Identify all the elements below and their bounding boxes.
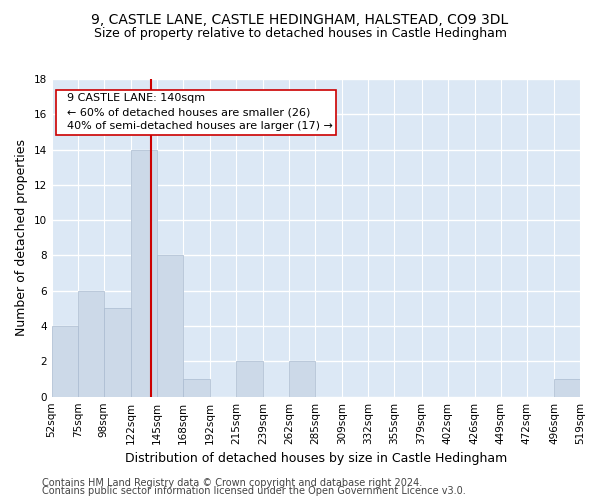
Text: Contains public sector information licensed under the Open Government Licence v3: Contains public sector information licen… [42, 486, 466, 496]
Bar [289, 362, 315, 396]
X-axis label: Distribution of detached houses by size in Castle Hedingham: Distribution of detached houses by size … [125, 452, 507, 465]
Bar [554, 379, 580, 396]
Bar [104, 308, 131, 396]
Text: 9, CASTLE LANE, CASTLE HEDINGHAM, HALSTEAD, CO9 3DL: 9, CASTLE LANE, CASTLE HEDINGHAM, HALSTE… [91, 12, 509, 26]
Bar [131, 150, 157, 396]
Bar [183, 379, 210, 396]
Bar [52, 326, 77, 396]
Text: Size of property relative to detached houses in Castle Hedingham: Size of property relative to detached ho… [94, 28, 506, 40]
Bar [236, 362, 263, 396]
Text: 9 CASTLE LANE: 140sqm
  ← 60% of detached houses are smaller (26)
  40% of semi-: 9 CASTLE LANE: 140sqm ← 60% of detached … [59, 94, 332, 132]
Bar [157, 256, 183, 396]
Text: Contains HM Land Registry data © Crown copyright and database right 2024.: Contains HM Land Registry data © Crown c… [42, 478, 422, 488]
Y-axis label: Number of detached properties: Number of detached properties [15, 140, 28, 336]
Bar [77, 291, 104, 397]
